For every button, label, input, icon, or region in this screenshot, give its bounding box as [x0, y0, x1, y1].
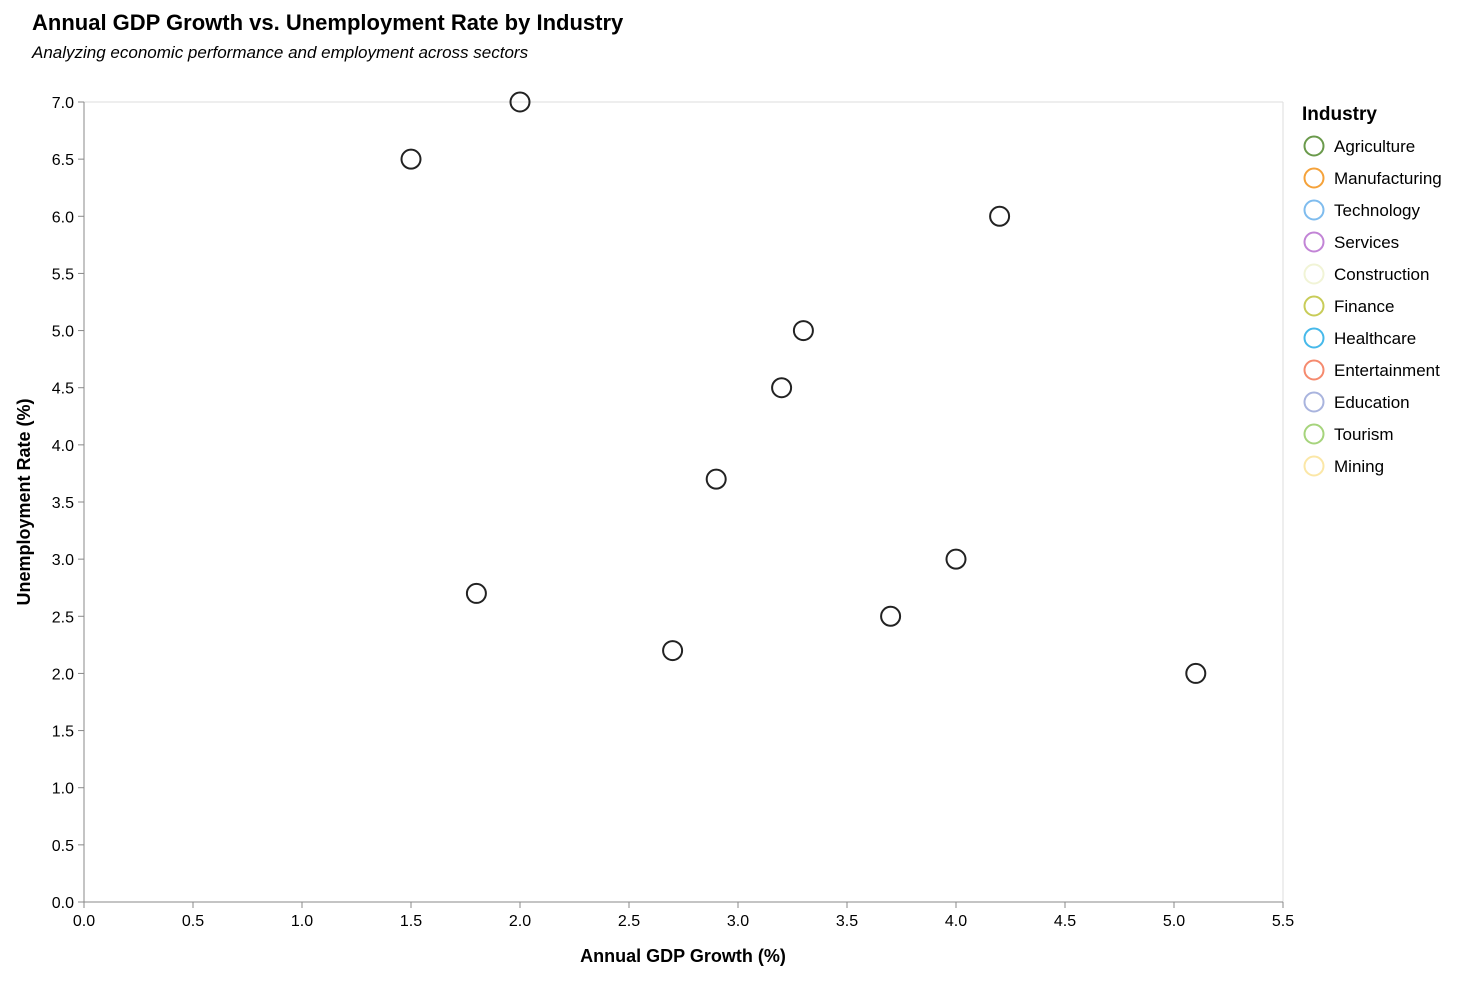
legend-swatch — [1303, 455, 1325, 477]
legend-swatch — [1303, 167, 1325, 189]
x-tick-label: 5.5 — [1272, 913, 1294, 930]
legend-label: Mining — [1334, 457, 1384, 476]
data-point[interactable] — [400, 148, 422, 170]
data-point[interactable] — [771, 377, 793, 399]
y-tick-label: 5.0 — [52, 324, 74, 341]
x-tick-label: 3.0 — [727, 913, 749, 930]
x-tick-label: 4.0 — [945, 913, 967, 930]
y-tick-label: 0.0 — [52, 895, 74, 912]
data-point[interactable] — [662, 640, 684, 662]
legend-label: Education — [1334, 393, 1410, 412]
legend-label: Finance — [1334, 297, 1394, 316]
data-point[interactable] — [509, 91, 531, 113]
data-point[interactable] — [945, 548, 967, 570]
x-tick-label: 0.0 — [73, 913, 95, 930]
y-tick-label: 4.5 — [52, 381, 74, 398]
data-point[interactable] — [705, 468, 727, 490]
x-tick-label: 4.5 — [1054, 913, 1076, 930]
y-axis-title: Unemployment Rate (%) — [14, 398, 34, 605]
legend-label: Manufacturing — [1334, 169, 1442, 188]
legend-swatch — [1303, 423, 1325, 445]
y-tick-label: 4.0 — [52, 438, 74, 455]
data-point[interactable] — [465, 582, 487, 604]
legend-swatch — [1303, 231, 1325, 253]
x-tick-label: 2.0 — [509, 913, 531, 930]
y-tick-label: 6.0 — [52, 209, 74, 226]
data-point[interactable] — [1185, 662, 1207, 684]
chart-subtitle: Analyzing economic performance and emplo… — [31, 43, 529, 62]
x-axis-title: Annual GDP Growth (%) — [580, 946, 786, 966]
y-tick-label: 5.5 — [52, 266, 74, 283]
x-tick-label: 2.5 — [618, 913, 640, 930]
x-axis: 0.0 0.5 1.0 1.5 2.0 2.5 3.0 3.5 4.0 4.5 5.0 5.5 — [73, 901, 1294, 930]
legend-swatch — [1303, 327, 1325, 349]
y-tick-label: 1.5 — [52, 724, 74, 741]
y-tick-label: 0.5 — [52, 838, 74, 855]
y-tick-label: 6.5 — [52, 152, 74, 169]
legend-label: Construction — [1334, 265, 1429, 284]
chart-title: Annual GDP Growth vs. Unemployment Rate … — [32, 10, 624, 35]
x-tick-label: 1.5 — [400, 913, 422, 930]
legend-label: Agriculture — [1334, 137, 1415, 156]
data-point[interactable] — [792, 320, 814, 342]
y-axis: 0.0 0.5 1.0 1.5 2.0 2.5 3.0 3.5 4.0 4.5 5.0 5.5 6.0 6… — [52, 95, 85, 912]
y-tick-label: 7.0 — [52, 95, 74, 112]
y-tick-label: 3.0 — [52, 552, 74, 569]
legend-label: Tourism — [1334, 425, 1394, 444]
y-tick-label: 1.0 — [52, 781, 74, 798]
data-points — [400, 91, 1207, 684]
x-tick-label: 0.5 — [182, 913, 204, 930]
y-tick-label: 2.5 — [52, 609, 74, 626]
legend-label: Healthcare — [1334, 329, 1416, 348]
y-tick-label: 3.5 — [52, 495, 74, 512]
data-point[interactable] — [989, 205, 1011, 227]
legend-swatch — [1303, 391, 1325, 413]
legend-swatch — [1303, 263, 1325, 285]
legend-label: Services — [1334, 233, 1399, 252]
plot-frame — [84, 101, 1284, 902]
data-point[interactable] — [880, 605, 902, 627]
legend-swatch — [1303, 199, 1325, 221]
legend-label: Entertainment — [1334, 361, 1440, 380]
legend-swatch — [1303, 135, 1325, 157]
x-tick-label: 3.5 — [836, 913, 858, 930]
legend: Industry Agriculture Manufacturing Technol… — [1302, 104, 1442, 477]
x-tick-label: 5.0 — [1163, 913, 1185, 930]
x-tick-label: 1.0 — [291, 913, 313, 930]
legend-label: Technology — [1334, 201, 1421, 220]
legend-swatch — [1303, 359, 1325, 381]
legend-swatch — [1303, 295, 1325, 317]
y-tick-label: 2.0 — [52, 666, 74, 683]
legend-entries: Agriculture Manufacturing Technology Servic… — [1303, 135, 1442, 477]
legend-title: Industry — [1302, 104, 1377, 125]
